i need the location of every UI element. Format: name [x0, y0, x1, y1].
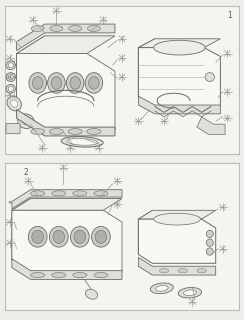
- Ellipse shape: [29, 73, 46, 93]
- Ellipse shape: [150, 283, 173, 294]
- Ellipse shape: [22, 117, 30, 125]
- Ellipse shape: [6, 73, 15, 82]
- Polygon shape: [12, 259, 122, 279]
- Polygon shape: [17, 109, 115, 136]
- Text: 2: 2: [24, 168, 28, 177]
- Polygon shape: [138, 39, 155, 98]
- Polygon shape: [17, 24, 115, 51]
- Ellipse shape: [206, 239, 213, 246]
- Text: ✦: ✦: [8, 200, 12, 205]
- Polygon shape: [17, 36, 115, 53]
- Ellipse shape: [74, 230, 86, 244]
- Ellipse shape: [7, 96, 21, 111]
- Text: 1: 1: [227, 11, 232, 20]
- Ellipse shape: [8, 86, 13, 92]
- Ellipse shape: [206, 230, 213, 237]
- Polygon shape: [138, 210, 152, 254]
- Ellipse shape: [31, 26, 44, 31]
- Ellipse shape: [6, 61, 15, 70]
- Ellipse shape: [73, 191, 87, 196]
- Polygon shape: [12, 210, 122, 272]
- Ellipse shape: [8, 75, 13, 80]
- Ellipse shape: [87, 129, 101, 134]
- Polygon shape: [138, 257, 216, 275]
- Ellipse shape: [50, 26, 63, 31]
- Polygon shape: [12, 190, 122, 209]
- Ellipse shape: [69, 26, 81, 31]
- Ellipse shape: [66, 73, 84, 93]
- Ellipse shape: [18, 114, 34, 129]
- Ellipse shape: [178, 287, 202, 298]
- Polygon shape: [138, 219, 216, 263]
- Polygon shape: [197, 117, 225, 134]
- Ellipse shape: [94, 191, 108, 196]
- Polygon shape: [12, 198, 31, 260]
- Ellipse shape: [71, 227, 89, 247]
- Ellipse shape: [70, 77, 81, 89]
- Ellipse shape: [49, 129, 63, 134]
- Polygon shape: [138, 210, 216, 219]
- FancyBboxPatch shape: [6, 124, 20, 134]
- Ellipse shape: [6, 84, 15, 93]
- Ellipse shape: [178, 268, 188, 273]
- Ellipse shape: [52, 273, 66, 278]
- Ellipse shape: [51, 77, 62, 89]
- Ellipse shape: [67, 139, 97, 145]
- Ellipse shape: [31, 191, 45, 196]
- Polygon shape: [138, 96, 220, 114]
- Ellipse shape: [154, 40, 205, 55]
- Ellipse shape: [73, 273, 87, 278]
- Ellipse shape: [87, 26, 100, 31]
- Ellipse shape: [89, 77, 99, 89]
- Ellipse shape: [154, 213, 201, 225]
- Ellipse shape: [53, 230, 65, 244]
- Ellipse shape: [205, 73, 214, 82]
- Ellipse shape: [28, 227, 47, 247]
- Ellipse shape: [11, 100, 18, 107]
- Ellipse shape: [155, 285, 168, 291]
- Ellipse shape: [206, 248, 213, 255]
- Ellipse shape: [94, 273, 108, 278]
- Ellipse shape: [48, 73, 65, 93]
- Polygon shape: [138, 48, 220, 107]
- Ellipse shape: [32, 77, 43, 89]
- Polygon shape: [138, 39, 220, 48]
- Ellipse shape: [49, 227, 68, 247]
- Polygon shape: [17, 36, 45, 112]
- Ellipse shape: [68, 129, 82, 134]
- Ellipse shape: [85, 73, 103, 93]
- Ellipse shape: [183, 290, 196, 296]
- Text: ✦: ✦: [8, 200, 12, 205]
- Ellipse shape: [61, 137, 103, 147]
- Ellipse shape: [32, 230, 43, 244]
- Ellipse shape: [31, 273, 45, 278]
- Ellipse shape: [8, 63, 13, 68]
- Ellipse shape: [160, 268, 169, 273]
- Ellipse shape: [31, 129, 45, 134]
- Polygon shape: [12, 198, 122, 210]
- Polygon shape: [17, 53, 115, 130]
- Ellipse shape: [92, 227, 110, 247]
- Ellipse shape: [85, 289, 98, 299]
- Ellipse shape: [52, 191, 66, 196]
- Ellipse shape: [197, 268, 206, 273]
- Ellipse shape: [95, 230, 107, 244]
